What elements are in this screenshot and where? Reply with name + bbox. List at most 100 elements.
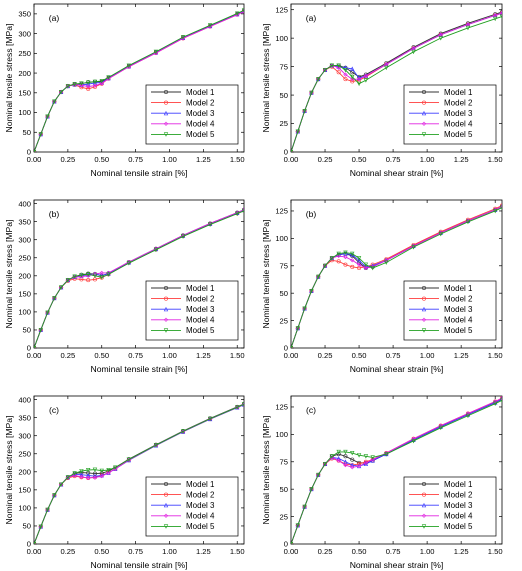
legend-marker-model-2	[421, 100, 426, 105]
data-point-model-5	[493, 208, 498, 214]
y-tick-label: 125	[275, 5, 288, 14]
y-tick-label: 75	[280, 457, 288, 466]
data-point-model-5	[316, 472, 321, 478]
x-tick-label: 0.75	[128, 155, 143, 164]
legend-marker-model-2	[421, 296, 426, 301]
series-line-model-5	[34, 9, 244, 152]
data-point-model-5	[295, 523, 300, 528]
data-point-model-5	[180, 35, 186, 40]
x-tick-label: 0.50	[352, 155, 367, 164]
x-tick-label: 0.75	[128, 547, 143, 556]
data-point-model-5	[302, 109, 307, 114]
x-tick-label: 0.25	[318, 351, 333, 360]
x-axis-title: Nominal tensile strain [%]	[91, 364, 188, 374]
panel-bottom-right: 0.00 0.25 0.50 0.75 1.00 1.25 1.50 0 25 50 75 100 12…	[261, 395, 503, 570]
data-point-model-2	[500, 203, 502, 208]
x-tick-label: 0.00	[27, 547, 42, 556]
x-tick-label: 0.50	[352, 547, 367, 556]
legend-marker-model-5	[163, 132, 169, 137]
data-point-model-5	[356, 453, 362, 458]
y-tick-label: 50	[280, 91, 288, 100]
legend-marker-model-4	[163, 513, 169, 518]
panel-middle-left: 0.00 0.25 0.50 0.75 1.00 1.25 1.50 0 50 100 150 200…	[4, 199, 245, 374]
data-point-model-5	[411, 438, 416, 444]
series-line-model-5	[291, 399, 502, 544]
x-axis-title: Nominal shear strain [%]	[350, 168, 444, 178]
data-point-model-4	[336, 458, 341, 463]
legend-label-model-2: Model 2	[186, 294, 215, 303]
data-point-model-5	[329, 454, 335, 459]
data-point-model-5	[499, 205, 502, 211]
data-point-model-4	[99, 270, 104, 276]
y-tick-label: 75	[280, 62, 288, 71]
legend-label-model-5: Model 5	[444, 130, 473, 139]
x-tick-label: 1.25	[454, 351, 469, 360]
data-point-model-3	[92, 80, 98, 85]
data-point-model-5	[72, 274, 77, 279]
panel-middle-right: 0.00 0.25 0.50 0.75 1.00 1.25 1.50 0 25 50 75 100 12…	[261, 199, 503, 374]
data-point-model-4	[99, 81, 104, 86]
data-point-model-5	[370, 265, 375, 271]
data-point-model-5	[309, 90, 314, 96]
data-point-model-3	[350, 252, 355, 257]
x-axis-title: Nominal shear strain [%]	[350, 364, 444, 374]
legend-marker-model-5	[421, 328, 427, 333]
y-tick-label: 0	[284, 148, 288, 157]
data-point-model-5	[113, 465, 118, 470]
x-tick-label: 0.50	[94, 351, 109, 360]
data-point-model-5	[356, 81, 362, 87]
legend-marker-model-3	[163, 502, 169, 508]
legend-marker-model-3	[163, 110, 169, 116]
y-tick-label: 50	[23, 326, 31, 335]
data-point-model-5	[58, 90, 64, 95]
legend-label-model-5: Model 5	[444, 522, 473, 531]
x-tick-label: 1.25	[196, 547, 211, 556]
y-tick-label: 75	[280, 261, 288, 270]
data-point-model-1	[493, 12, 498, 17]
legend-label-model-5: Model 5	[186, 522, 215, 531]
y-tick-label: 100	[18, 504, 31, 513]
data-point-model-4	[356, 262, 362, 267]
data-point-model-4	[343, 462, 348, 468]
data-point-model-5	[363, 262, 369, 268]
legend-label-model-1: Model 1	[186, 284, 215, 293]
y-tick-label: 50	[280, 485, 288, 494]
data-point-model-5	[343, 449, 348, 455]
legend-marker-model-1	[164, 90, 169, 95]
legend-label-model-2: Model 2	[186, 98, 215, 107]
panel-label: (a)	[306, 13, 317, 23]
data-point-model-1	[500, 9, 502, 14]
legend-label-model-1: Model 1	[444, 88, 473, 97]
legend-label-model-1: Model 1	[186, 480, 215, 489]
legend-label-model-5: Model 5	[186, 130, 215, 139]
data-point-model-5	[343, 68, 348, 73]
legend-box	[403, 476, 497, 537]
y-tick-label: 25	[280, 316, 288, 325]
data-point-model-5	[241, 8, 244, 13]
data-point-model-1	[465, 21, 470, 26]
legend-marker-model-5	[421, 524, 427, 529]
data-point-model-5	[86, 467, 91, 473]
data-point-model-5	[493, 401, 498, 407]
y-axis-title: Nominal tensile stress [MPa]	[261, 220, 271, 329]
data-point-model-4	[79, 474, 84, 479]
data-point-model-5	[65, 84, 71, 89]
plot-frame	[33, 3, 245, 153]
data-point-model-5	[309, 487, 314, 492]
data-point-model-5	[153, 49, 159, 55]
data-point-model-5	[106, 272, 111, 277]
data-point-model-5	[180, 429, 186, 434]
data-point-model-5	[322, 263, 328, 269]
plot-frame	[33, 395, 245, 545]
legend-label-model-3: Model 3	[186, 305, 215, 314]
legend-label-model-2: Model 2	[444, 294, 473, 303]
data-point-model-2	[350, 79, 355, 84]
legend-marker-model-3	[163, 306, 169, 312]
x-tick-label: 1.50	[230, 155, 245, 164]
data-point-model-5	[363, 454, 369, 459]
data-point-model-4	[336, 65, 341, 70]
